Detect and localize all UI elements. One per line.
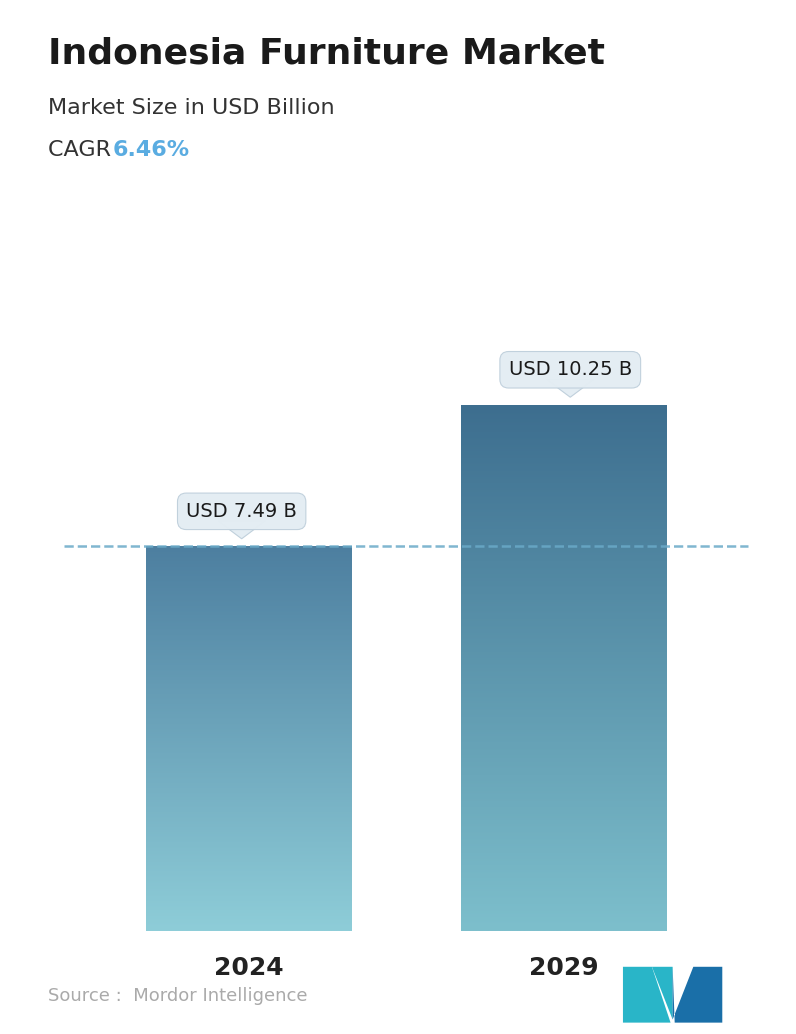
- Polygon shape: [218, 521, 266, 539]
- Polygon shape: [652, 967, 673, 1020]
- Text: USD 10.25 B: USD 10.25 B: [509, 360, 632, 379]
- Polygon shape: [546, 379, 594, 397]
- Polygon shape: [673, 967, 722, 1023]
- Text: Indonesia Furniture Market: Indonesia Furniture Market: [48, 36, 605, 70]
- Text: Source :  Mordor Intelligence: Source : Mordor Intelligence: [48, 987, 307, 1005]
- Text: CAGR: CAGR: [48, 140, 118, 159]
- Text: USD 7.49 B: USD 7.49 B: [186, 501, 297, 521]
- Text: 2024: 2024: [213, 956, 283, 980]
- Polygon shape: [623, 967, 670, 1023]
- Text: Market Size in USD Billion: Market Size in USD Billion: [48, 98, 334, 118]
- Text: 2029: 2029: [529, 956, 599, 980]
- Text: 6.46%: 6.46%: [113, 140, 190, 159]
